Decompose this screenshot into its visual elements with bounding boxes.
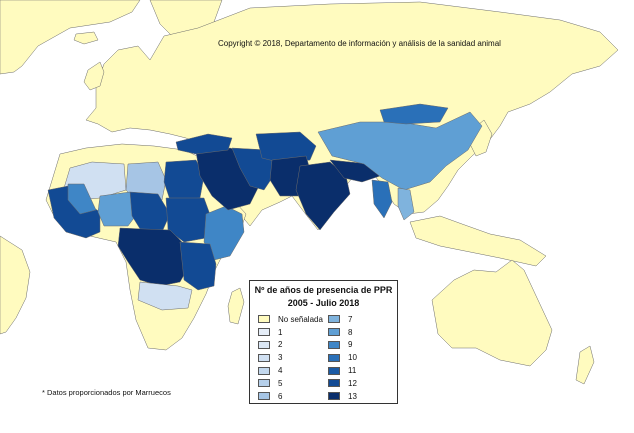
footnote: * Datos proporcionados por Marruecos — [42, 388, 171, 397]
new-zealand-land — [575, 345, 595, 385]
legend-column-left: No señalada 1 2 3 4 5 6 — [258, 313, 323, 403]
legend-label: 5 — [278, 378, 283, 388]
legend-label: 10 — [348, 353, 357, 363]
legend-swatch — [258, 353, 270, 362]
south-america-land — [0, 235, 31, 335]
legend-item: 10 — [328, 351, 357, 364]
mongolia-region — [379, 103, 449, 125]
legend-swatch — [328, 353, 340, 362]
iceland-land — [73, 31, 99, 45]
legend-label: 13 — [348, 391, 357, 401]
legend-swatch — [328, 366, 340, 375]
myanmar-region — [371, 179, 393, 219]
legend-label: 2 — [278, 340, 283, 350]
legend-item: 2 — [258, 339, 323, 352]
legend-swatch — [328, 340, 340, 349]
legend-item: 6 — [258, 390, 323, 403]
legend-label: 7 — [348, 314, 353, 324]
madagascar-land — [227, 287, 245, 325]
southern-africa-region — [137, 281, 193, 311]
vietnam-region — [397, 187, 415, 221]
copyright-notice: Copyright © 2018, Departamento de inform… — [218, 39, 501, 48]
legend-label: 1 — [278, 327, 283, 337]
turkey-region — [175, 133, 233, 155]
legend-swatch — [328, 328, 340, 337]
legend-item: 4 — [258, 364, 323, 377]
legend-item: 1 — [258, 326, 323, 339]
legend-label: 6 — [278, 391, 283, 401]
legend-swatch — [258, 340, 270, 349]
southeast-asia-islands-land — [409, 215, 547, 267]
legend-title: Nº de años de presencia de PPR — [254, 285, 393, 295]
legend-swatch — [258, 366, 270, 375]
legend-item: 13 — [328, 390, 357, 403]
legend-item: 11 — [328, 364, 357, 377]
legend-item: 12 — [328, 377, 357, 390]
legend-label: 9 — [348, 340, 353, 350]
legend-column-right: 7 8 9 10 11 12 13 — [328, 313, 357, 403]
north-america-land — [0, 0, 141, 75]
west-africa-central-region — [67, 183, 97, 215]
australia-land — [431, 259, 553, 367]
legend-item: 7 — [328, 313, 357, 326]
legend-swatch — [328, 379, 340, 388]
british-isles-land — [83, 61, 105, 91]
legend-item: 3 — [258, 351, 323, 364]
legend-subtitle: 2005 - Julio 2018 — [287, 298, 360, 308]
legend-label: No señalada — [278, 314, 323, 324]
legend-swatch — [258, 392, 270, 401]
legend-swatch — [258, 328, 270, 337]
legend-label: 3 — [278, 353, 283, 363]
legend-swatch — [258, 379, 270, 388]
legend-item: 5 — [258, 377, 323, 390]
legend-item: No señalada — [258, 313, 323, 326]
legend-swatch — [328, 392, 340, 401]
libya-region — [125, 161, 167, 203]
legend-label: 11 — [348, 366, 357, 376]
egypt-region — [163, 159, 205, 201]
central-asia-region — [255, 131, 317, 165]
legend-label: 12 — [348, 378, 357, 388]
east-africa-region — [179, 241, 217, 291]
central-africa-region — [117, 227, 189, 287]
legend-label: 8 — [348, 327, 353, 337]
legend-label: 4 — [278, 366, 283, 376]
map-legend: Nº de años de presencia de PPR 2005 - Ju… — [249, 280, 398, 404]
legend-item: 9 — [328, 339, 357, 352]
legend-swatch — [328, 315, 340, 324]
legend-item: 8 — [328, 326, 357, 339]
legend-swatch — [258, 315, 270, 324]
